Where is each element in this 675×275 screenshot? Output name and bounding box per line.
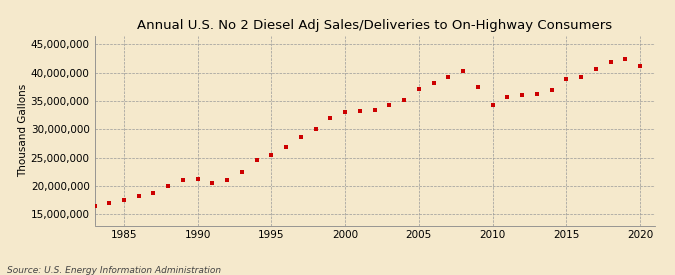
Point xyxy=(207,181,218,185)
Point xyxy=(399,98,410,102)
Point xyxy=(222,178,233,182)
Point xyxy=(428,81,439,86)
Point xyxy=(354,109,365,113)
Point xyxy=(384,103,395,107)
Point xyxy=(634,64,645,68)
Title: Annual U.S. No 2 Diesel Adj Sales/Deliveries to On-Highway Consumers: Annual U.S. No 2 Diesel Adj Sales/Delive… xyxy=(137,19,612,32)
Point xyxy=(104,201,115,205)
Point xyxy=(325,116,335,120)
Point xyxy=(163,184,173,188)
Point xyxy=(148,191,159,196)
Point xyxy=(281,145,292,150)
Y-axis label: Thousand Gallons: Thousand Gallons xyxy=(18,84,28,177)
Point xyxy=(576,75,587,79)
Point xyxy=(502,95,513,99)
Point xyxy=(251,158,262,163)
Point xyxy=(516,93,527,97)
Point xyxy=(178,178,188,182)
Point xyxy=(458,69,468,74)
Point xyxy=(192,177,203,181)
Point xyxy=(266,153,277,157)
Point xyxy=(561,77,572,82)
Point xyxy=(414,87,425,91)
Point xyxy=(443,75,454,79)
Point xyxy=(296,134,306,139)
Point xyxy=(620,57,630,61)
Point xyxy=(591,66,601,71)
Point xyxy=(546,87,557,92)
Point xyxy=(487,103,498,108)
Point xyxy=(236,169,247,174)
Point xyxy=(369,108,380,112)
Point xyxy=(89,204,100,208)
Point xyxy=(134,194,144,198)
Point xyxy=(531,91,542,96)
Text: Source: U.S. Energy Information Administration: Source: U.S. Energy Information Administ… xyxy=(7,266,221,275)
Point xyxy=(310,127,321,131)
Point xyxy=(605,60,616,65)
Point xyxy=(472,84,483,89)
Point xyxy=(119,198,130,202)
Point xyxy=(340,110,350,114)
